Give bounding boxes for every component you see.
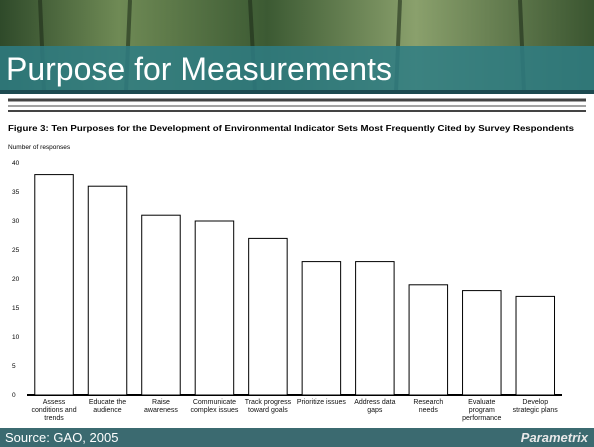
source: Source: GAO, 2005: [5, 430, 118, 445]
logo: Parametrix: [521, 430, 589, 445]
bar: [88, 186, 126, 395]
title-rule: [0, 90, 594, 94]
y-tick-label: 20: [12, 276, 20, 283]
slide-title: Purpose for Measurements: [6, 51, 392, 87]
y-axis-label: Number of responses: [8, 144, 71, 151]
y-tick-label: 35: [12, 189, 20, 196]
x-tick-label: Develop strategic plans: [510, 399, 560, 415]
bar: [516, 296, 554, 395]
y-tick-label: 10: [12, 334, 20, 341]
figure-title: Figure 3: Ten Purposes for the Developme…: [8, 124, 575, 133]
x-tick-label: Educate the audience: [83, 399, 133, 415]
x-tick-label: Assess conditions and trends: [29, 399, 79, 423]
x-tick-label: Communicate complex issues: [189, 399, 239, 415]
bar: [302, 262, 340, 395]
y-tick-label: 30: [12, 218, 20, 225]
y-tick-label: 15: [12, 305, 20, 312]
bar: [249, 238, 287, 395]
bar: [195, 221, 233, 395]
x-tick-label: Prioritize issues: [296, 399, 346, 407]
x-tick-label: Track progress toward goals: [243, 399, 293, 415]
y-tick-label: 25: [12, 247, 20, 254]
x-tick-label: Address data gaps: [350, 399, 400, 415]
slide: Purpose for Measurements Figure 3: Ten P…: [0, 0, 594, 447]
x-tick-label: Raise awareness: [136, 399, 186, 415]
y-tick-label: 40: [12, 160, 20, 167]
y-tick-label: 0: [12, 392, 16, 399]
bar: [35, 175, 73, 395]
bar: [409, 285, 447, 395]
bar: [463, 291, 501, 395]
x-tick-label: Evaluate program performance: [457, 399, 507, 423]
bar: [142, 215, 180, 395]
x-tick-label: Research needs: [403, 399, 453, 415]
y-tick-label: 5: [12, 363, 16, 370]
bar: [356, 262, 394, 395]
chart: Purpose for Measurements Figure 3: Ten P…: [0, 0, 594, 447]
